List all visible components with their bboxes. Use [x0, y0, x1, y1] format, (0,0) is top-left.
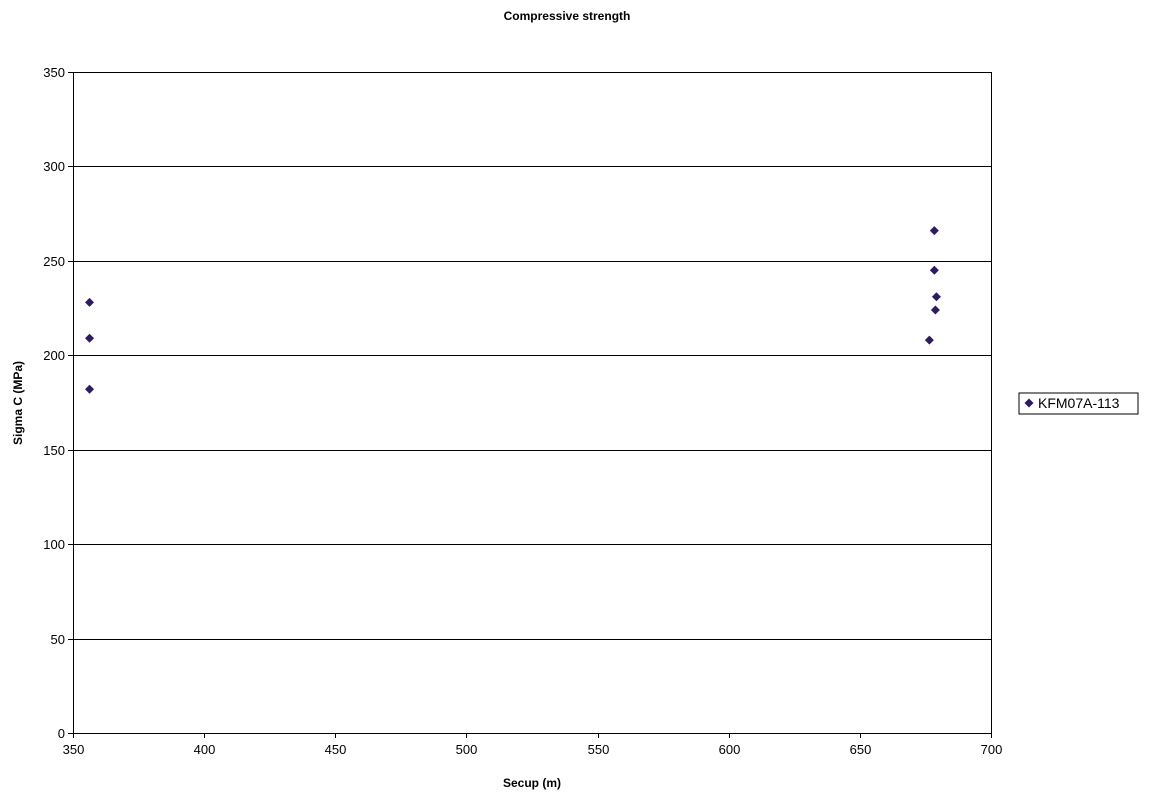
data-point [930, 305, 940, 315]
y-tick-label: 200 [43, 348, 65, 363]
x-tick-label: 350 [63, 742, 85, 757]
x-tick-label: 400 [194, 742, 216, 757]
x-tick-label: 550 [588, 742, 610, 757]
y-tick-label: 250 [43, 254, 65, 269]
legend-label: KFM07A-113 [1038, 395, 1120, 411]
data-point [931, 292, 941, 302]
y-tick-label: 300 [43, 159, 65, 174]
y-tick-label: 50 [51, 632, 65, 647]
data-point [929, 265, 939, 275]
chart-title: Compressive strength [504, 9, 631, 23]
x-tick-label: 700 [981, 742, 1003, 757]
data-point [85, 333, 95, 343]
legend-box [1018, 392, 1139, 415]
y-tick-label: 100 [43, 537, 65, 552]
x-tick-label: 450 [325, 742, 347, 757]
data-point [85, 297, 95, 307]
y-tick-label: 150 [43, 443, 65, 458]
data-point [929, 226, 939, 236]
data-point [924, 335, 934, 345]
plot-border [73, 72, 992, 734]
y-tick-label: 350 [43, 65, 65, 80]
y-tick-label: 0 [58, 726, 65, 741]
data-point [85, 384, 95, 394]
legend-marker [1024, 398, 1034, 408]
x-tick-label: 500 [456, 742, 478, 757]
x-tick-label: 650 [850, 742, 872, 757]
x-tick-label: 600 [719, 742, 741, 757]
x-axis-label: Secup (m) [503, 776, 561, 790]
plot-area: 0 50 100 150 200 250 300 350 350 400 450 500 550 600 6… [43, 65, 1002, 757]
legend: KFM07A-113 [1018, 392, 1139, 415]
y-axis-label: Sigma C (MPa) [11, 361, 25, 445]
